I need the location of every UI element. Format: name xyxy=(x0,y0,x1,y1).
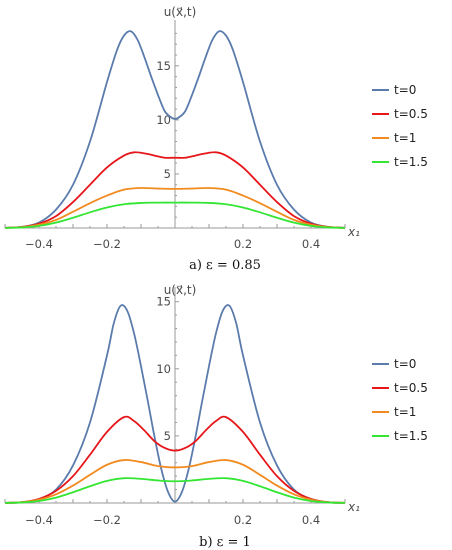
legend-label: t=0.5 xyxy=(394,381,428,395)
y-tick-label: 5 xyxy=(164,429,171,443)
y-tick-label: 15 xyxy=(156,59,171,73)
chart-panel-a: −0.4 −0.2 0.2 0.4 5 10 15 u(x⃗,t) x₁ t=0 t=0.5 t=1 t… xyxy=(4,5,428,273)
legend-label: t=0 xyxy=(394,83,416,97)
series-line-t-0 xyxy=(4,304,346,504)
legend-label: t=0 xyxy=(394,357,416,371)
x-axis-label: x₁ xyxy=(347,225,360,239)
series-line-t-1 xyxy=(4,459,346,504)
legend-label: t=1.5 xyxy=(394,429,428,443)
x-tick-label: −0.2 xyxy=(93,513,121,527)
chart-caption: a) ε = 0.85 xyxy=(189,258,261,273)
y-tick-label: 5 xyxy=(164,167,171,181)
y-tick-label: 10 xyxy=(156,362,171,376)
x-tick-label: 0.4 xyxy=(302,513,320,527)
x-tick-label: 0.2 xyxy=(234,513,252,527)
series-line-t-0 xyxy=(4,30,346,229)
y-axis-label: u(x⃗,t) xyxy=(164,5,197,19)
y-axis-label: u(x⃗,t) xyxy=(164,283,197,297)
y-tick-label: 15 xyxy=(156,295,171,309)
legend-label: t=0.5 xyxy=(394,107,428,121)
x-tick-label: 0.2 xyxy=(234,237,252,251)
x-tick-label: −0.2 xyxy=(93,237,121,251)
series-line-t-0-5 xyxy=(4,151,346,229)
legend-label: t=1 xyxy=(394,131,416,145)
legend-label: t=1 xyxy=(394,405,416,419)
series-line-t-1 xyxy=(4,187,346,229)
series-line-t-1-5 xyxy=(4,477,346,504)
series-line-t-1-5 xyxy=(4,201,346,229)
y-tick-label: 10 xyxy=(156,113,171,127)
x-tick-label: −0.4 xyxy=(25,237,53,251)
series-line-t-0-5 xyxy=(4,415,346,504)
x-axis-label: x₁ xyxy=(347,500,360,514)
chart-panel-b: −0.4 −0.2 0.2 0.4 5 10 15u(x⃗,t) x₁ t=0 t=0.5 t=1 t… xyxy=(4,283,428,550)
chart-caption: b) ε = 1 xyxy=(199,535,251,550)
x-tick-label: 0.4 xyxy=(302,237,320,251)
legend-label: t=1.5 xyxy=(394,155,428,169)
x-tick-label: −0.4 xyxy=(25,513,53,527)
